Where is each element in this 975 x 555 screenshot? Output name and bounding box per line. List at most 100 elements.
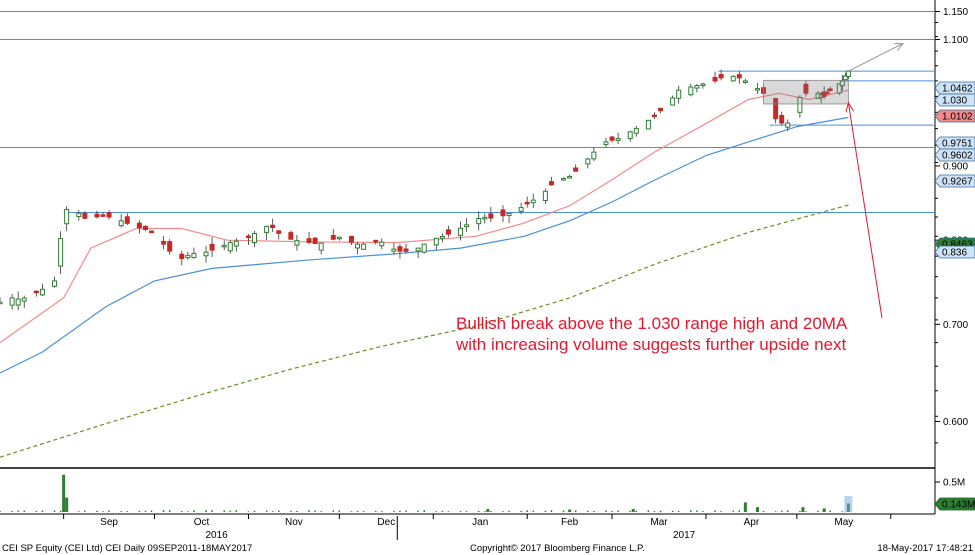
candle-body [827,88,833,91]
candle-body [573,167,579,172]
level-lines [0,10,935,213]
candle-body [270,224,276,229]
volume-last-highlight [844,496,853,512]
volume-spike [62,474,66,512]
candle-body [730,75,736,82]
candle-body [252,233,258,243]
candle-body [458,227,464,236]
candle-body [421,243,427,253]
candle-body [52,280,58,287]
candle-body [670,97,676,106]
x-month-label: Sep [100,517,118,528]
footer-right: 18-May-2017 17:48:21 [877,543,973,554]
candle-body [185,254,191,259]
candle-body [391,248,397,252]
plot-background [0,0,935,555]
candle-body [136,222,142,229]
y-tick-label: 0.900 [943,161,968,172]
candle-body [518,207,524,212]
candle-body [548,181,554,186]
candle-body [9,297,15,306]
candle-body [233,240,239,247]
candle-body [306,238,312,243]
candle-body [482,216,488,220]
candle-body [645,119,651,130]
candle-body [603,141,609,146]
candle-body [294,240,300,246]
candle-body [488,213,494,219]
candle-body [209,243,215,251]
candle-body [567,176,573,179]
volume-spike [755,507,759,512]
candle-body [742,80,748,83]
projection-arrow-line [848,43,904,72]
x-month-label: Feb [561,517,579,528]
candle-body [779,115,785,124]
candle-body [542,190,548,202]
candle-body [330,235,336,240]
volume-spike [568,509,572,512]
candle-body [276,230,282,234]
candle-body [615,138,621,141]
candle-body [39,288,45,296]
value-badge-0.9602 [934,148,975,162]
candle-body [561,178,567,181]
candle-body [64,208,70,225]
candle-body [336,236,342,240]
candle-body [161,240,167,245]
candle-body [445,229,451,235]
candle-body [33,290,39,294]
candle-body [524,201,530,205]
candle-body [839,80,845,87]
annotation-line-2: with increasing volume suggests further … [455,335,847,354]
candle-body [379,241,385,247]
y-tick-label: 0.600 [943,417,968,428]
value-badge-label: 0.9751 [942,139,973,150]
candle-body [439,235,445,239]
volume-spike [486,509,490,512]
volume-spike [801,507,805,512]
x-month-label: Mar [650,517,668,528]
candle-body [403,248,409,252]
candle-body [15,298,21,306]
value-badge-0.9751 [934,136,975,150]
x-year-label-2016: 2016 [206,530,229,541]
candle-body [658,107,664,112]
x-month-label: May [834,517,853,528]
candle-body [312,237,318,245]
candle-body [754,88,760,91]
candle-body [124,216,130,224]
value-badge-0.836 [934,245,975,259]
candle-body [373,239,379,243]
candle-body [676,89,682,99]
candle-body [148,230,154,234]
candle-body [58,238,64,267]
x-month-label: Dec [377,517,395,528]
candle-body [688,86,694,96]
annotation-arrow-line [847,102,883,319]
value-badge-label: 0.9602 [942,151,973,162]
candle-body [142,225,148,230]
candle-body [836,83,842,94]
x-month-label: Oct [194,517,210,528]
footer-center: Copyright© 2017 Bloomberg Finance L.P. [470,543,645,554]
y-tick-label: 1.100 [943,35,968,46]
candle-body [106,212,112,218]
ma-line-20MA [0,89,849,344]
candle-body [694,85,700,89]
annotation-arrow-head [845,101,855,113]
candle-body [348,235,354,243]
moving-averages [0,89,849,458]
candle-body [736,74,742,79]
value-badge-label: 0.9267 [942,177,973,188]
volume-tick-label: 0.5M [943,478,965,489]
candle-body [797,96,803,113]
range-box [763,79,849,105]
candle-body [433,237,439,246]
y-tick-label: 1.150 [943,7,968,18]
candle-body [506,212,512,217]
volume-spike [822,508,826,512]
volume-value-label: 0.143M [942,500,975,511]
